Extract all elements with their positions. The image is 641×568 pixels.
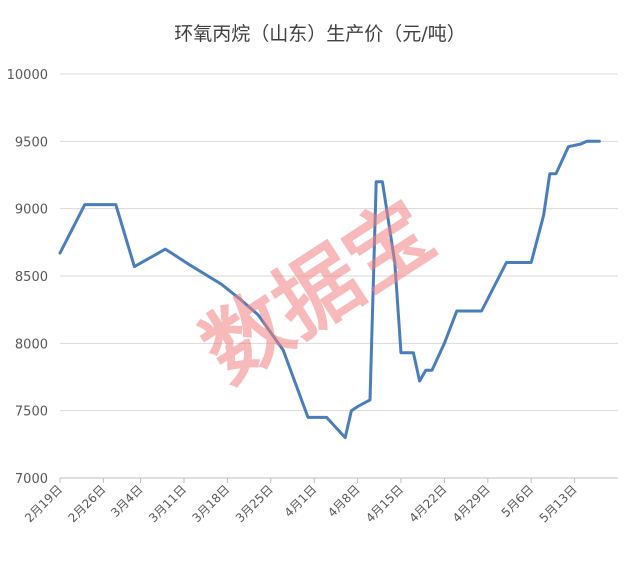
y-tick-label: 7000	[15, 472, 48, 487]
x-tick-label: 2月26日	[65, 482, 108, 525]
x-tick-label: 4月1日	[282, 482, 320, 520]
x-tick-label: 4月15日	[363, 482, 406, 525]
series-group	[58, 139, 601, 440]
watermark: 数据宝	[185, 182, 450, 401]
x-tick-label: 3月25日	[233, 482, 276, 525]
y-tick-label: 9000	[15, 203, 48, 218]
x-tick-label: 3月11日	[146, 482, 189, 525]
x-tick-label: 4月29日	[450, 482, 493, 525]
x-tick-label: 4月8日	[325, 482, 363, 520]
x-tick-label: 2月19日	[22, 482, 65, 525]
gridlines	[60, 73, 618, 479]
chart-title: 环氧丙烷（山东）生产价（元/吨）	[174, 23, 465, 45]
x-axis-ticks: 2月19日 2月26日 3月4日 3月11日 3月18日 3月25日 4月1日 4月8日 4月1…	[22, 477, 618, 525]
y-tick-label: 9500	[15, 135, 48, 150]
y-tick-label: 8500	[15, 270, 48, 285]
y-tick-label: 8000	[15, 337, 48, 352]
y-tick-label: 10000	[7, 68, 48, 83]
x-tick-label: 3月4日	[108, 482, 146, 520]
x-tick-label: 4月22日	[406, 482, 449, 525]
x-tick-label: 3月18日	[189, 482, 232, 525]
y-axis-ticks: 7000 7500 8000 8500 9000 9500 10000	[7, 68, 48, 487]
series-line	[58, 139, 601, 440]
y-tick-label: 7500	[15, 405, 48, 420]
x-tick-label: 5月13日	[537, 482, 580, 525]
x-tick-label: 5月6日	[499, 482, 537, 520]
